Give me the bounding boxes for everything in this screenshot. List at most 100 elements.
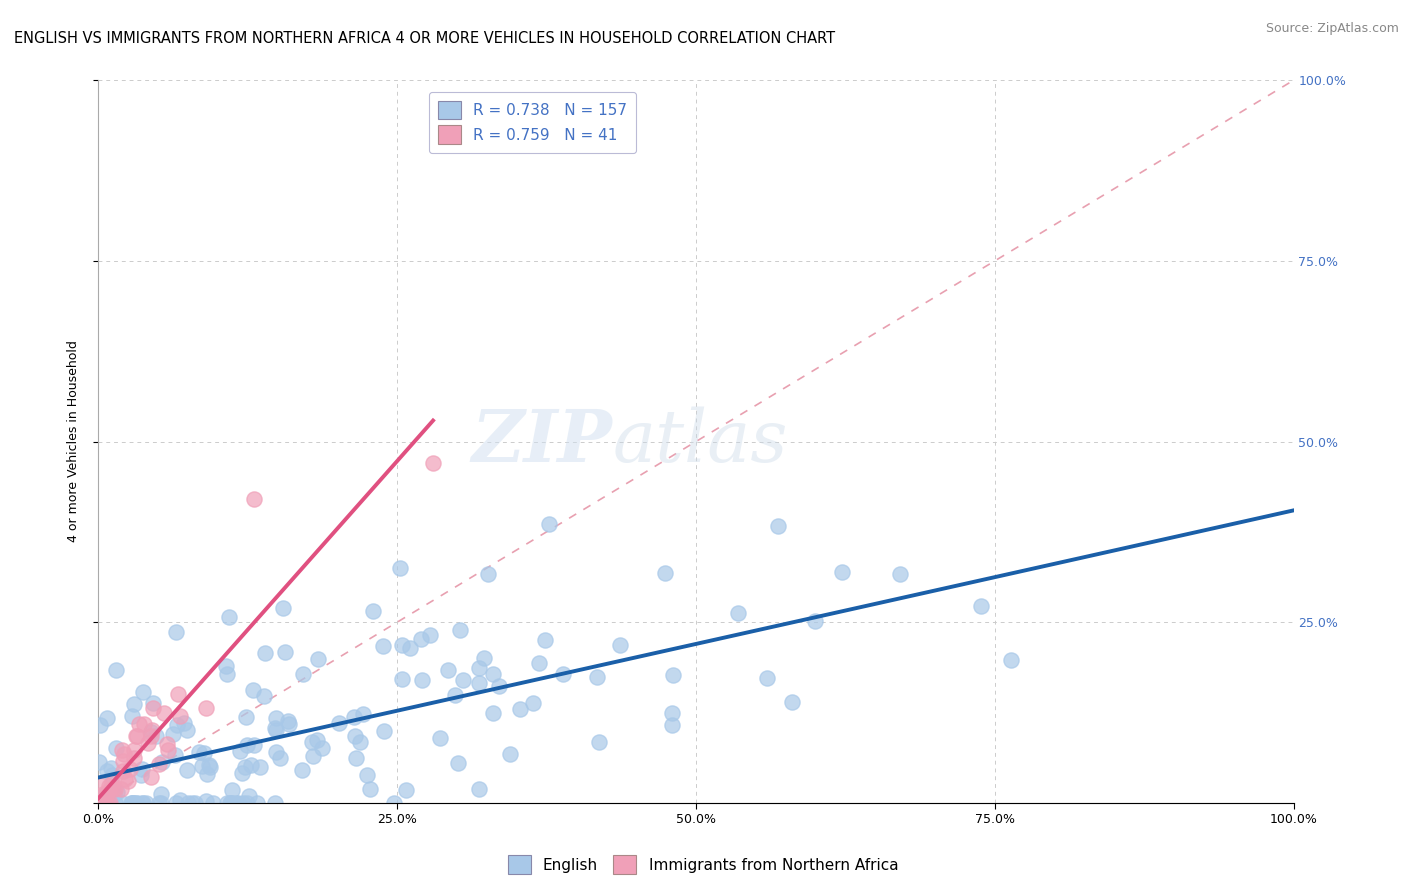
Point bbox=[411, 632, 433, 647]
Point bbox=[274, 645, 297, 659]
Point bbox=[131, 762, 153, 776]
Point bbox=[538, 516, 561, 531]
Point bbox=[238, 789, 260, 804]
Point bbox=[468, 781, 491, 796]
Point bbox=[162, 727, 184, 741]
Point bbox=[225, 796, 247, 810]
Point bbox=[780, 695, 803, 709]
Point bbox=[218, 610, 240, 624]
Point bbox=[215, 796, 238, 810]
Point bbox=[522, 696, 544, 710]
Point bbox=[444, 688, 467, 702]
Point bbox=[163, 748, 186, 763]
Point bbox=[169, 793, 191, 807]
Point bbox=[125, 729, 148, 743]
Point bbox=[98, 779, 121, 793]
Point bbox=[291, 764, 314, 778]
Text: ZIP: ZIP bbox=[471, 406, 613, 477]
Point bbox=[91, 788, 114, 802]
Point bbox=[361, 604, 384, 618]
Point bbox=[169, 709, 191, 723]
Point bbox=[533, 632, 555, 647]
Point bbox=[122, 796, 145, 810]
Point bbox=[527, 656, 550, 670]
Point bbox=[132, 685, 155, 699]
Point bbox=[654, 566, 676, 581]
Point bbox=[449, 624, 471, 638]
Point bbox=[661, 706, 683, 720]
Point bbox=[271, 600, 294, 615]
Text: atlas: atlas bbox=[613, 406, 787, 477]
Point bbox=[344, 729, 367, 743]
Point bbox=[89, 796, 111, 810]
Point bbox=[111, 764, 134, 779]
Point bbox=[311, 741, 333, 756]
Point bbox=[166, 718, 188, 732]
Point bbox=[117, 773, 139, 788]
Point bbox=[215, 659, 238, 673]
Point bbox=[98, 796, 121, 810]
Point bbox=[155, 737, 177, 751]
Point bbox=[177, 796, 200, 810]
Point bbox=[183, 796, 205, 810]
Point bbox=[122, 751, 145, 765]
Point bbox=[101, 780, 124, 795]
Point bbox=[101, 768, 124, 782]
Point bbox=[291, 667, 314, 681]
Point bbox=[481, 667, 503, 681]
Point bbox=[264, 723, 287, 737]
Point bbox=[236, 796, 259, 810]
Point bbox=[152, 755, 174, 769]
Point bbox=[661, 717, 683, 731]
Point bbox=[352, 706, 374, 721]
Point bbox=[328, 715, 350, 730]
Point bbox=[89, 778, 111, 792]
Point bbox=[221, 782, 243, 797]
Point bbox=[382, 796, 405, 810]
Point bbox=[121, 708, 143, 723]
Point bbox=[509, 702, 531, 716]
Text: Source: ZipAtlas.com: Source: ZipAtlas.com bbox=[1265, 22, 1399, 36]
Point bbox=[198, 760, 221, 774]
Point bbox=[112, 747, 135, 762]
Point bbox=[114, 772, 136, 787]
Point bbox=[188, 745, 211, 759]
Point bbox=[96, 764, 118, 779]
Point bbox=[343, 710, 366, 724]
Point bbox=[359, 782, 381, 797]
Point bbox=[477, 567, 499, 582]
Point bbox=[194, 700, 217, 714]
Point bbox=[141, 771, 163, 785]
Point bbox=[398, 640, 420, 655]
Point bbox=[278, 717, 301, 731]
Point bbox=[89, 796, 111, 810]
Point bbox=[120, 762, 142, 776]
Point bbox=[125, 796, 148, 810]
Point bbox=[94, 796, 117, 810]
Point bbox=[132, 716, 155, 731]
Point bbox=[481, 706, 503, 720]
Point bbox=[93, 789, 115, 803]
Y-axis label: 4 or more Vehicles in Household: 4 or more Vehicles in Household bbox=[67, 341, 80, 542]
Point bbox=[135, 796, 157, 810]
Point bbox=[93, 796, 115, 810]
Point bbox=[202, 796, 225, 810]
Point bbox=[246, 796, 269, 810]
Point bbox=[553, 667, 575, 681]
Point bbox=[90, 796, 112, 810]
Point bbox=[232, 796, 254, 810]
Point bbox=[153, 706, 176, 720]
Point bbox=[121, 796, 143, 810]
Point bbox=[142, 696, 165, 710]
Point bbox=[181, 796, 204, 810]
Point bbox=[437, 663, 460, 677]
Point bbox=[112, 754, 135, 768]
Point bbox=[488, 679, 510, 693]
Point bbox=[756, 671, 779, 685]
Point bbox=[766, 518, 789, 533]
Point bbox=[226, 796, 249, 810]
Point bbox=[727, 606, 749, 620]
Point bbox=[221, 796, 243, 810]
Point bbox=[111, 743, 134, 757]
Point bbox=[97, 783, 120, 797]
